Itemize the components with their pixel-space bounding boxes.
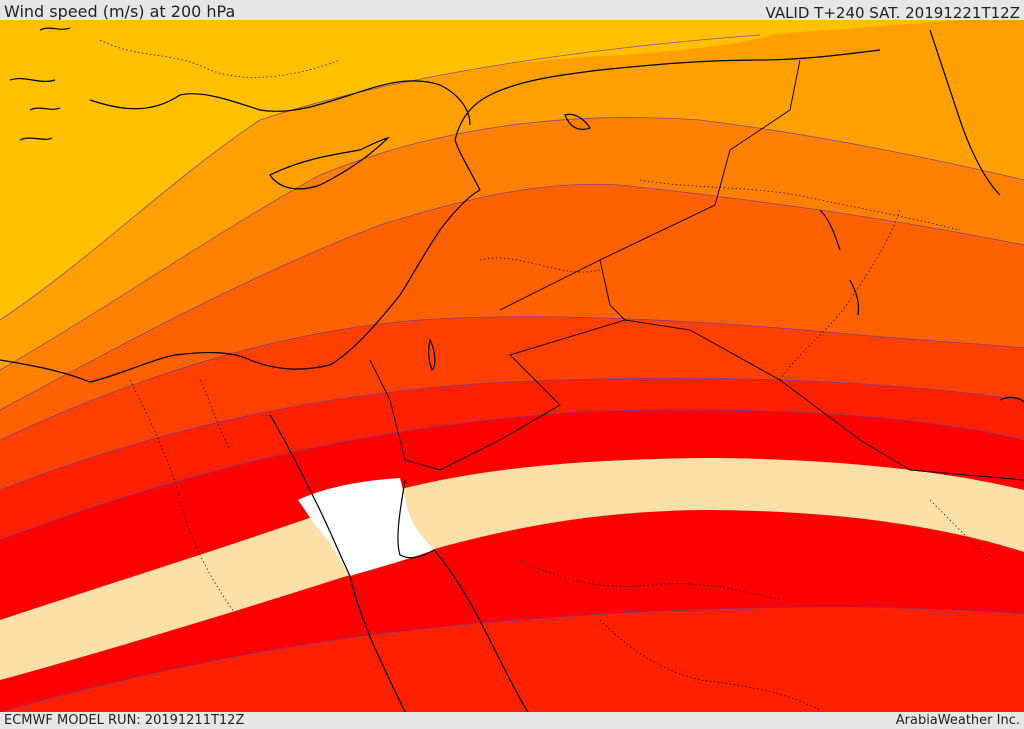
- anatolia-coast: [89, 80, 471, 126]
- wind-speed-map: [0, 20, 1024, 712]
- province-border: [99, 39, 341, 78]
- band-2-north: [0, 20, 800, 310]
- border-iraq-saudi: [404, 259, 626, 471]
- mediterranean-coast-south: [0, 189, 481, 383]
- province-border: [779, 209, 901, 381]
- contour-line: [0, 117, 1024, 371]
- band-9: [0, 458, 1024, 680]
- caspian-edge: [929, 29, 1001, 196]
- aegean-islands: [9, 27, 71, 141]
- map-canvas: [0, 20, 1024, 712]
- province-border: [599, 619, 821, 711]
- contour-lines: [0, 34, 1024, 712]
- band-7-south: [0, 607, 1024, 712]
- province-border: [929, 499, 991, 561]
- gulf-of-aqaba: [397, 479, 529, 712]
- dead-sea: [428, 338, 436, 372]
- lake-van: [564, 113, 591, 131]
- contour-line: [0, 34, 761, 321]
- province-border: [479, 257, 601, 273]
- province-borders: [99, 39, 991, 711]
- contour-line: [0, 316, 1024, 441]
- credit-label: ArabiaWeather Inc.: [895, 713, 1020, 728]
- coastlines: [0, 27, 1024, 712]
- levant-coast: [454, 49, 881, 191]
- contour-line: [0, 409, 1024, 541]
- persian-gulf-coast: [819, 209, 1024, 403]
- contour-line: [0, 183, 1024, 411]
- model-run: ECMWF MODEL RUN: 20191211T12Z: [4, 713, 245, 728]
- cyprus-coast: [269, 136, 391, 190]
- contour-line: [0, 377, 1024, 491]
- province-border: [639, 179, 961, 231]
- footer-bar: [0, 712, 1024, 729]
- red-sea-suez: [269, 414, 406, 712]
- band-10: [298, 478, 434, 576]
- country-borders: [369, 59, 1024, 481]
- province-border: [129, 379, 241, 621]
- province-border: [519, 559, 781, 601]
- header-bar: Wind speed (m/s) at 200 hPa VALID T+240 …: [0, 0, 1024, 22]
- contour-line: [0, 606, 1024, 712]
- valid-time: VALID T+240 SAT. 20191221T12Z: [765, 4, 1020, 22]
- border-egypt-sudan: [369, 359, 406, 461]
- border-saudi-kuwait: [624, 319, 1024, 481]
- border-jordan-saudi: [499, 59, 801, 311]
- map-title: Wind speed (m/s) at 200 hPa: [4, 2, 236, 21]
